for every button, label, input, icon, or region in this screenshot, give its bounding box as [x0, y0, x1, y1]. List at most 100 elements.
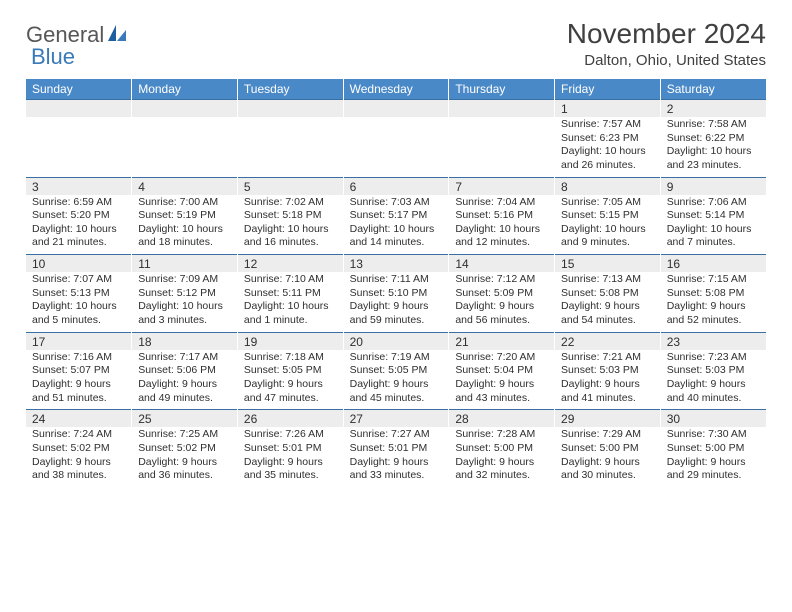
daylight-text: Daylight: 10 hours — [561, 145, 654, 159]
daynum-row: 3456789 — [26, 177, 766, 195]
weekday-header: Thursday — [449, 79, 555, 100]
day-detail-cell — [449, 117, 555, 177]
daylight-text: and 1 minute. — [244, 314, 337, 328]
daylight-text: and 52 minutes. — [667, 314, 760, 328]
sunrise-text: Sunrise: 7:17 AM — [138, 351, 231, 365]
sunset-text: Sunset: 5:03 PM — [667, 364, 760, 378]
sunset-text: Sunset: 5:10 PM — [350, 287, 443, 301]
daylight-text: and 5 minutes. — [32, 314, 125, 328]
day-number-cell: 3 — [26, 177, 132, 195]
sunset-text: Sunset: 5:08 PM — [561, 287, 654, 301]
day-number-cell: 28 — [449, 410, 555, 428]
sunset-text: Sunset: 5:14 PM — [667, 209, 760, 223]
day-number-cell: 5 — [237, 177, 343, 195]
sunrise-text: Sunrise: 7:03 AM — [350, 196, 443, 210]
day-number-cell: 7 — [449, 177, 555, 195]
sunrise-text: Sunrise: 7:02 AM — [244, 196, 337, 210]
sunrise-text: Sunrise: 7:57 AM — [561, 118, 654, 132]
daylight-text: and 35 minutes. — [244, 469, 337, 483]
weekday-header: Sunday — [26, 79, 132, 100]
sunset-text: Sunset: 5:13 PM — [32, 287, 125, 301]
calendar-table: Sunday Monday Tuesday Wednesday Thursday… — [26, 79, 766, 487]
day-detail-cell: Sunrise: 7:58 AMSunset: 6:22 PMDaylight:… — [660, 117, 766, 177]
daylight-text: and 7 minutes. — [667, 236, 760, 250]
daylight-text: Daylight: 9 hours — [455, 378, 548, 392]
day-number-cell: 8 — [555, 177, 661, 195]
daylight-text: and 12 minutes. — [455, 236, 548, 250]
day-detail-cell: Sunrise: 7:17 AMSunset: 5:06 PMDaylight:… — [132, 350, 238, 410]
day-number-cell: 18 — [132, 332, 238, 350]
sunrise-text: Sunrise: 7:19 AM — [350, 351, 443, 365]
sunrise-text: Sunrise: 6:59 AM — [32, 196, 125, 210]
day-detail-cell: Sunrise: 7:27 AMSunset: 5:01 PMDaylight:… — [343, 427, 449, 487]
day-detail-cell: Sunrise: 7:03 AMSunset: 5:17 PMDaylight:… — [343, 195, 449, 255]
day-number-cell: 15 — [555, 255, 661, 273]
day-detail-cell: Sunrise: 7:11 AMSunset: 5:10 PMDaylight:… — [343, 272, 449, 332]
day-detail-cell: Sunrise: 7:04 AMSunset: 5:16 PMDaylight:… — [449, 195, 555, 255]
sunrise-text: Sunrise: 7:07 AM — [32, 273, 125, 287]
daylight-text: Daylight: 9 hours — [244, 456, 337, 470]
day-detail-cell: Sunrise: 7:02 AMSunset: 5:18 PMDaylight:… — [237, 195, 343, 255]
sunset-text: Sunset: 5:00 PM — [455, 442, 548, 456]
sunset-text: Sunset: 5:08 PM — [667, 287, 760, 301]
sunset-text: Sunset: 5:09 PM — [455, 287, 548, 301]
day-number-cell: 30 — [660, 410, 766, 428]
daylight-text: Daylight: 10 hours — [138, 223, 231, 237]
day-detail-cell: Sunrise: 7:20 AMSunset: 5:04 PMDaylight:… — [449, 350, 555, 410]
day-detail-cell: Sunrise: 7:23 AMSunset: 5:03 PMDaylight:… — [660, 350, 766, 410]
sunrise-text: Sunrise: 7:04 AM — [455, 196, 548, 210]
sunrise-text: Sunrise: 7:09 AM — [138, 273, 231, 287]
daylight-text: and 14 minutes. — [350, 236, 443, 250]
header: General November 2024 Dalton, Ohio, Unit… — [26, 18, 766, 69]
daylight-text: Daylight: 9 hours — [561, 378, 654, 392]
day-detail-cell: Sunrise: 7:28 AMSunset: 5:00 PMDaylight:… — [449, 427, 555, 487]
day-detail-cell: Sunrise: 7:19 AMSunset: 5:05 PMDaylight:… — [343, 350, 449, 410]
sunset-text: Sunset: 6:23 PM — [561, 132, 654, 146]
sunrise-text: Sunrise: 7:16 AM — [32, 351, 125, 365]
sunset-text: Sunset: 5:01 PM — [350, 442, 443, 456]
daylight-text: and 18 minutes. — [138, 236, 231, 250]
daylight-text: and 23 minutes. — [667, 159, 760, 173]
sunset-text: Sunset: 5:15 PM — [561, 209, 654, 223]
page: General November 2024 Dalton, Ohio, Unit… — [0, 0, 792, 487]
day-detail-cell — [132, 117, 238, 177]
daylight-text: and 29 minutes. — [667, 469, 760, 483]
daylight-text: and 36 minutes. — [138, 469, 231, 483]
daylight-text: Daylight: 9 hours — [667, 378, 760, 392]
sunrise-text: Sunrise: 7:13 AM — [561, 273, 654, 287]
daylight-text: Daylight: 9 hours — [244, 378, 337, 392]
sunset-text: Sunset: 5:07 PM — [32, 364, 125, 378]
day-number-cell: 29 — [555, 410, 661, 428]
sunset-text: Sunset: 5:03 PM — [561, 364, 654, 378]
sunrise-text: Sunrise: 7:18 AM — [244, 351, 337, 365]
daylight-text: and 16 minutes. — [244, 236, 337, 250]
sunrise-text: Sunrise: 7:24 AM — [32, 428, 125, 442]
detail-row: Sunrise: 7:16 AMSunset: 5:07 PM Daylight:… — [26, 350, 766, 410]
daylight-text: and 51 minutes. — [32, 392, 125, 406]
daylight-text: and 49 minutes. — [138, 392, 231, 406]
sunset-text: Sunset: 5:19 PM — [138, 209, 231, 223]
day-detail-cell: Sunrise: 7:07 AMSunset: 5:13 PMDaylight:… — [26, 272, 132, 332]
day-number-cell: 23 — [660, 332, 766, 350]
daynum-row: 12 — [26, 100, 766, 118]
day-number-cell: 21 — [449, 332, 555, 350]
daylight-text: Daylight: 10 hours — [350, 223, 443, 237]
sunrise-text: Sunrise: 7:30 AM — [667, 428, 760, 442]
page-subtitle: Dalton, Ohio, United States — [567, 52, 766, 69]
sunrise-text: Sunrise: 7:26 AM — [244, 428, 337, 442]
sunset-text: Sunset: 6:22 PM — [667, 132, 760, 146]
page-title: November 2024 — [567, 18, 766, 50]
daylight-text: Daylight: 10 hours — [561, 223, 654, 237]
daylight-text: Daylight: 9 hours — [350, 456, 443, 470]
daylight-text: Daylight: 9 hours — [561, 300, 654, 314]
sunset-text: Sunset: 5:05 PM — [350, 364, 443, 378]
daylight-text: Daylight: 9 hours — [350, 300, 443, 314]
daylight-text: Daylight: 9 hours — [138, 456, 231, 470]
sunrise-text: Sunrise: 7:05 AM — [561, 196, 654, 210]
daylight-text: and 47 minutes. — [244, 392, 337, 406]
sunrise-text: Sunrise: 7:23 AM — [667, 351, 760, 365]
daylight-text: Daylight: 9 hours — [350, 378, 443, 392]
day-number-cell: 25 — [132, 410, 238, 428]
day-detail-cell: Sunrise: 6:59 AMSunset: 5:20 PMDaylight:… — [26, 195, 132, 255]
daylight-text: and 3 minutes. — [138, 314, 231, 328]
